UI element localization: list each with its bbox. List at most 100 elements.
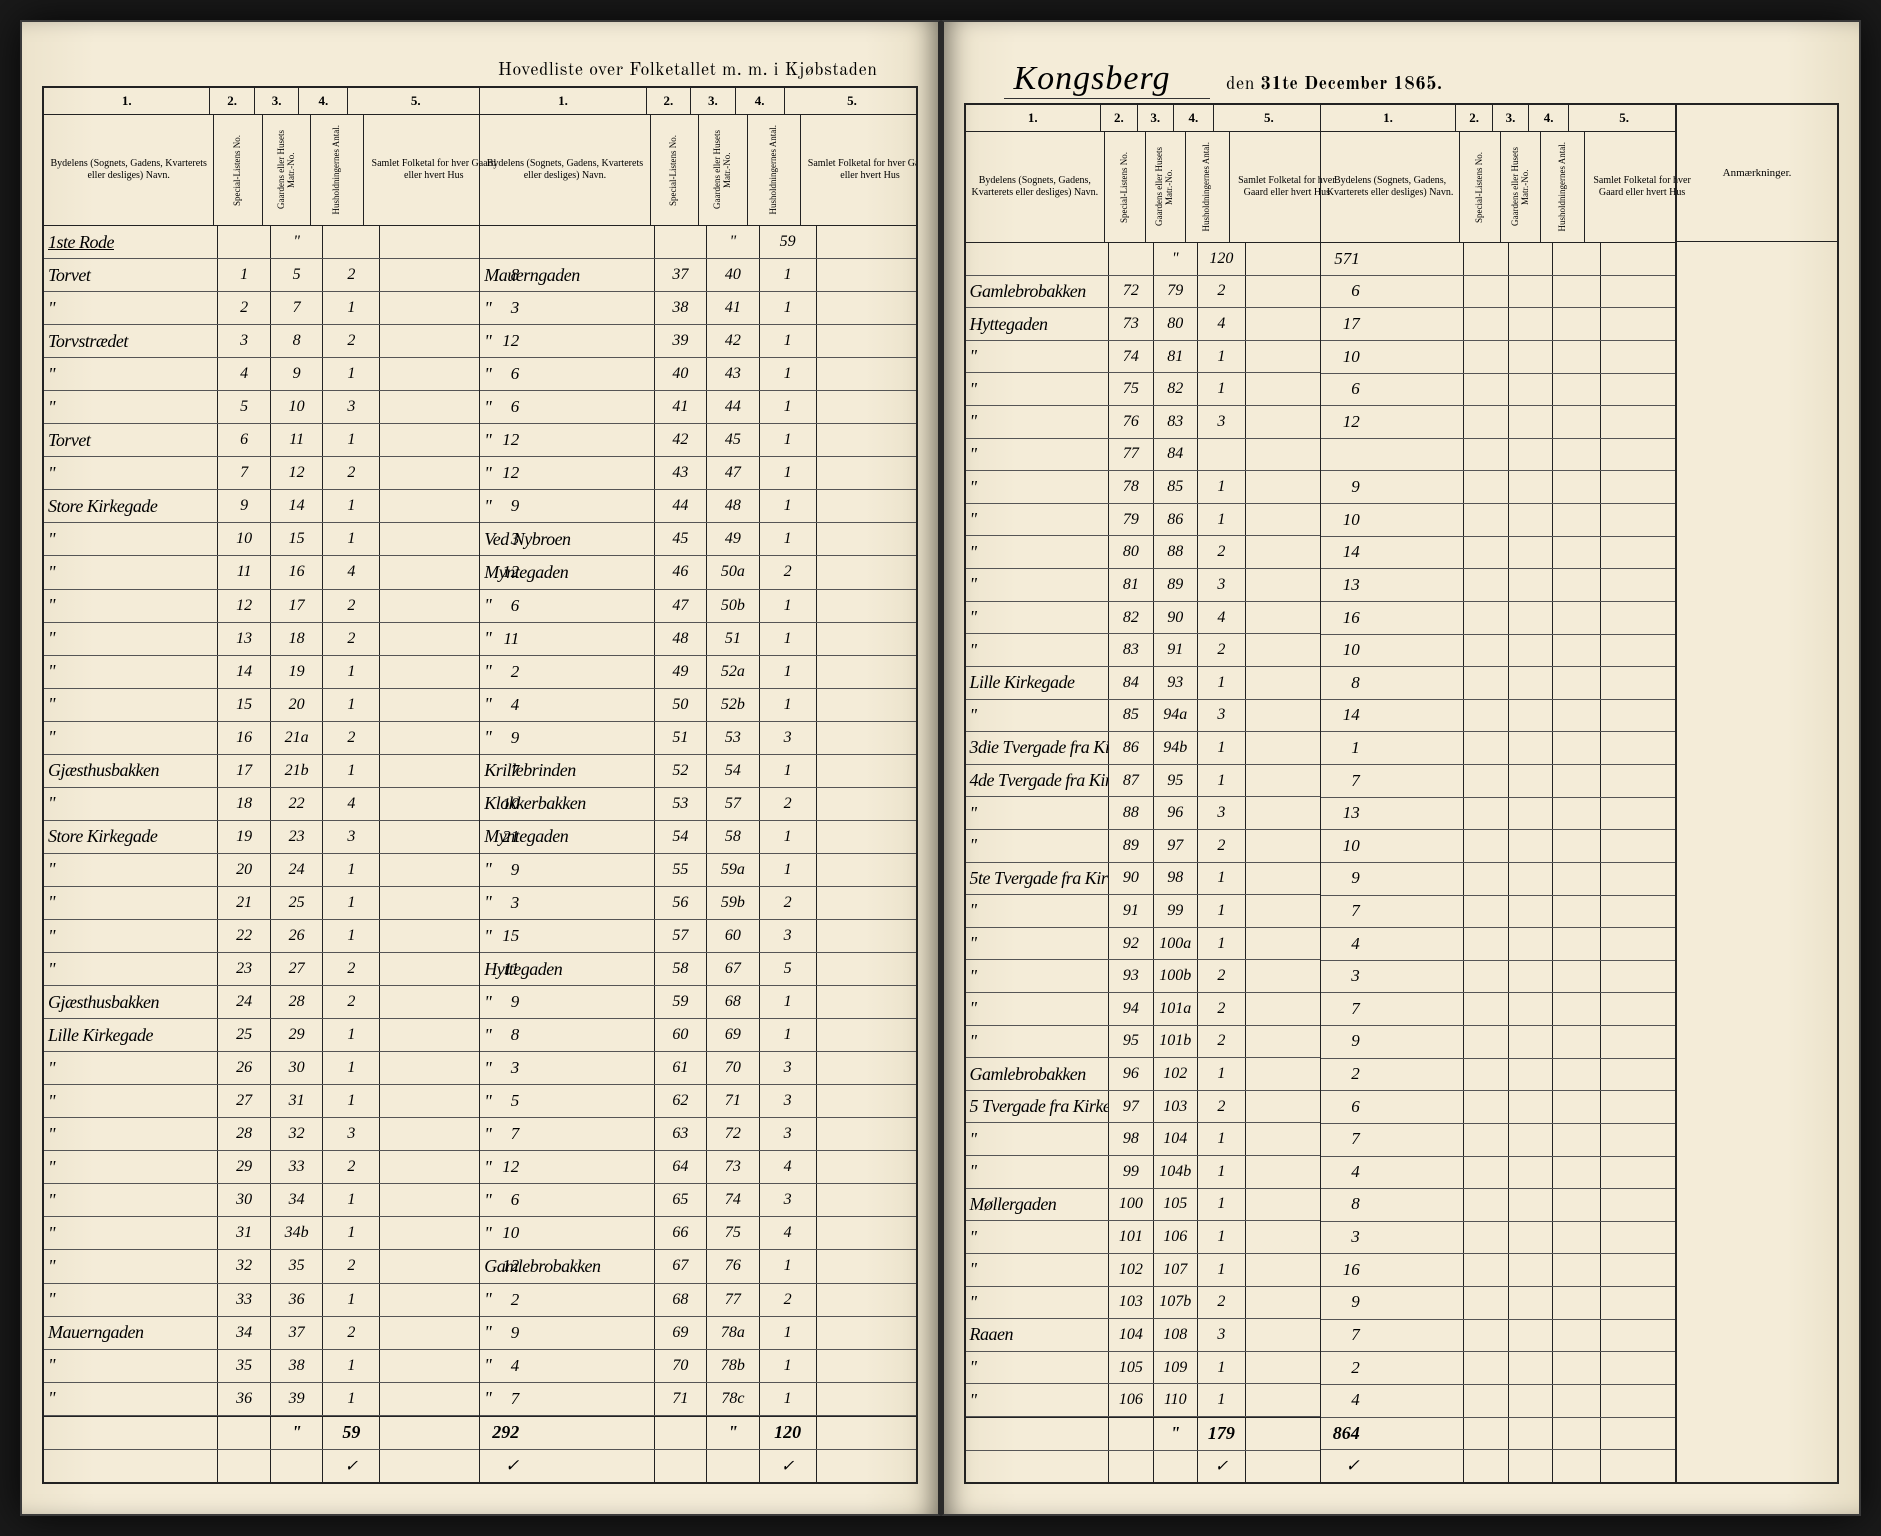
households: 1 — [323, 523, 380, 555]
empty-row — [1321, 732, 1675, 765]
carry-row: " 59 292 — [480, 226, 915, 259]
table-row: Hyttegaden 73 80 4 17 — [966, 308, 1320, 341]
street-name: " — [44, 689, 218, 721]
street-name: " — [966, 406, 1110, 438]
households: 1 — [1198, 863, 1246, 895]
table-row: Hyttegaden 58 67 5 16 — [480, 953, 915, 986]
street-name: " — [966, 797, 1110, 829]
matr-no: 8 — [271, 325, 324, 357]
matr-no: 18 — [271, 623, 324, 655]
households: 1 — [760, 590, 817, 622]
population: 8 — [817, 788, 918, 820]
list-no: 35 — [218, 1350, 271, 1382]
households: 2 — [323, 1317, 380, 1349]
matr-no: 23 — [271, 821, 324, 853]
matr-no: 100b — [1154, 960, 1198, 992]
households: 1 — [1198, 1156, 1246, 1188]
households: 2 — [323, 457, 380, 489]
remarks-body — [1677, 242, 1837, 1482]
households: 4 — [760, 1217, 817, 1249]
list-no: 54 — [655, 821, 708, 853]
households: 1 — [760, 457, 817, 489]
matr-no: 101a — [1154, 993, 1198, 1025]
table-row: " 70 78b 1 5 — [480, 1350, 915, 1383]
list-no: 31 — [218, 1217, 271, 1249]
table-row: Myntegaden 54 58 1 7 — [480, 821, 915, 854]
households: 1 — [323, 292, 380, 324]
population: 7 — [817, 887, 918, 919]
households: 1 — [760, 424, 817, 456]
matr-no: 73 — [707, 1151, 760, 1183]
empty-row — [1321, 602, 1675, 635]
households: 5 — [760, 953, 817, 985]
empty-row — [1321, 276, 1675, 309]
street-name: " — [44, 590, 218, 622]
matr-no: 12 — [271, 457, 324, 489]
population: 16 — [817, 953, 918, 985]
empty-row — [1321, 896, 1675, 929]
table-row: " 49 52a 1 13 — [480, 656, 915, 689]
households: 2 — [1198, 1026, 1246, 1058]
list-no: 81 — [1109, 569, 1153, 601]
street-name: Torvet — [44, 424, 218, 456]
street-name: " — [44, 292, 218, 324]
table-row: " 30 34 1 6 — [44, 1184, 479, 1217]
population: 5 — [817, 1151, 918, 1183]
list-no: 99 — [1109, 1156, 1153, 1188]
households: 2 — [323, 259, 380, 291]
street-name: Hyttegaden — [480, 953, 654, 985]
matr-no: 9 — [271, 358, 324, 390]
table-row: Store Kirkegade 19 23 3 21 — [44, 821, 479, 854]
population: 11 — [817, 722, 918, 754]
empty-row — [1321, 439, 1675, 472]
header-left-text: Hovedliste over Folketallet m. m. i Kjøb… — [498, 62, 878, 80]
population: 13 — [817, 1085, 918, 1117]
street-name: " — [44, 1284, 218, 1316]
population: 1 — [817, 424, 918, 456]
matr-no: 96 — [1154, 797, 1198, 829]
matr-no: 27 — [271, 953, 324, 985]
street-name: " — [44, 1383, 218, 1415]
list-no: 69 — [655, 1317, 708, 1349]
matr-no: 40 — [707, 259, 760, 291]
street-name: " — [966, 504, 1110, 536]
table-row: Myntegaden 46 50a 2 13 — [480, 556, 915, 589]
street-name: " — [480, 986, 654, 1018]
matr-no: 19 — [271, 656, 324, 688]
matr-no: 104 — [1154, 1123, 1198, 1155]
street-name: Torvet — [44, 259, 218, 291]
table-row: " 76 83 3 12 — [966, 406, 1320, 439]
households: 1 — [1198, 1254, 1246, 1286]
date-text: 31te December 1865. — [1260, 76, 1442, 94]
table-row: " 12 17 2 6 — [44, 590, 479, 623]
street-name: " — [966, 1287, 1110, 1319]
matr-no: 84 — [1154, 439, 1198, 471]
street-name: " — [44, 1052, 218, 1084]
households: 1 — [760, 391, 817, 423]
matr-no: 86 — [1154, 504, 1198, 536]
list-no: 62 — [655, 1085, 708, 1117]
matr-no: 54 — [707, 755, 760, 787]
matr-no: 97 — [1154, 830, 1198, 862]
population: 6 — [817, 1284, 918, 1316]
empty-row — [1321, 830, 1675, 863]
list-no: 76 — [1109, 406, 1153, 438]
street-name: " — [480, 1118, 654, 1150]
empty-row — [1321, 765, 1675, 798]
table-row: " 26 30 1 3 — [44, 1052, 479, 1085]
list-no: 7 — [218, 457, 271, 489]
empty-row — [1321, 961, 1675, 994]
matr-no: 83 — [1154, 406, 1198, 438]
matr-no: 70 — [707, 1052, 760, 1084]
households: 1 — [323, 1217, 380, 1249]
empty-row — [1321, 1026, 1675, 1059]
street-name: " — [966, 1352, 1110, 1384]
matr-no: 7 — [271, 292, 324, 324]
population: 7 — [817, 821, 918, 853]
population: 13 — [817, 556, 918, 588]
list-no: 74 — [1109, 341, 1153, 373]
street-name: " — [480, 1019, 654, 1051]
empty-row — [1321, 863, 1675, 896]
table-row: " 22 26 1 15 — [44, 920, 479, 953]
table-row: Lille Kirkegade 84 93 1 8 — [966, 667, 1320, 700]
